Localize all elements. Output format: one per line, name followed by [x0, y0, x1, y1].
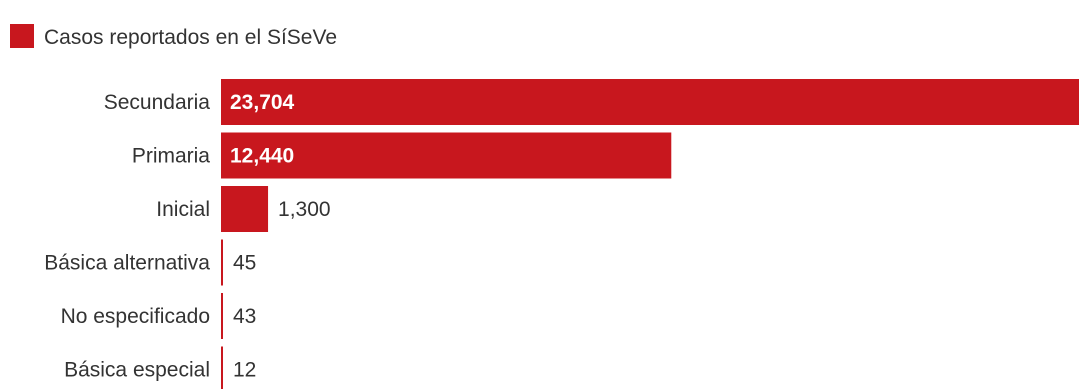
- bar: [221, 132, 672, 179]
- category-label: No especificado: [61, 305, 210, 328]
- category-label: Secundaria: [104, 91, 211, 114]
- bar: [221, 346, 223, 389]
- category-label: Primaria: [132, 145, 210, 168]
- bars-group: Secundaria 23,704 Primaria 12,440 Inicial 1,3…: [44, 79, 1079, 389]
- bar: [221, 239, 223, 286]
- value-label: 12: [233, 359, 256, 382]
- value-label: 45: [233, 252, 256, 275]
- legend-swatch: [10, 24, 34, 48]
- legend: Casos reportados en el SíSeVe: [10, 24, 337, 49]
- category-label: Básica especial: [64, 359, 210, 382]
- value-label: 23,704: [230, 91, 295, 114]
- bar: [221, 293, 223, 339]
- value-label: 12,440: [230, 145, 294, 168]
- bar: [221, 79, 1079, 125]
- legend-label: Casos reportados en el SíSeVe: [44, 26, 337, 49]
- category-label: Básica alternativa: [44, 252, 210, 275]
- category-label: Inicial: [156, 198, 210, 221]
- bar: [221, 186, 269, 232]
- value-label: 1,300: [278, 198, 331, 221]
- value-label: 43: [233, 305, 256, 328]
